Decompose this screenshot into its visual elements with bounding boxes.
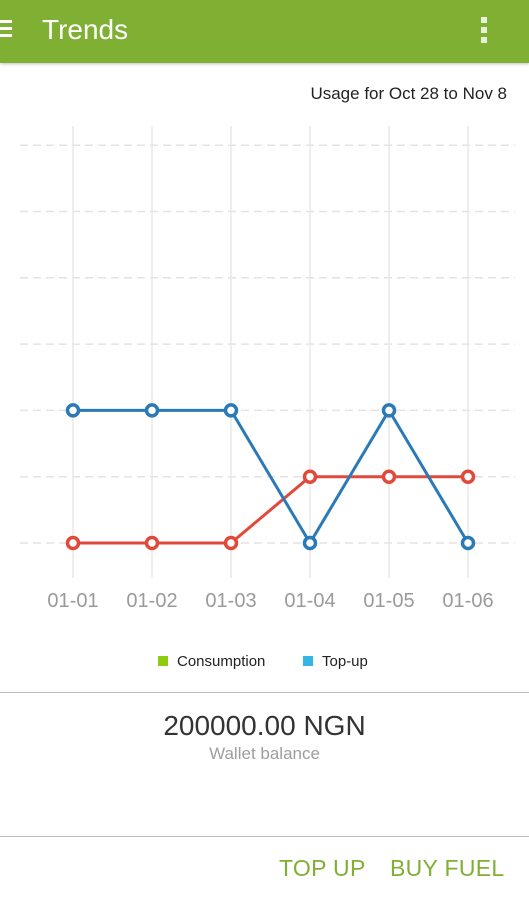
legend-label-consumption: Consumption (177, 653, 266, 670)
divider-bottom (0, 836, 529, 837)
data-point-top-up (144, 403, 160, 418)
legend-item-consumption: Consumption (158, 650, 265, 674)
legend-swatch-top-up (303, 656, 313, 666)
data-point-top-up (381, 403, 397, 418)
series-line-top-up (73, 408, 470, 545)
x-tick-label: 01-02 (126, 590, 177, 612)
divider-top (0, 692, 529, 693)
wallet-balance-label: Wallet balance (209, 744, 320, 763)
series-line-consumption (73, 475, 468, 545)
data-point-consumption (381, 469, 397, 484)
legend-label-top-up: Top-up (322, 653, 368, 670)
chart-legend: Consumption Top-up (0, 650, 529, 674)
hamburger-menu-icon[interactable] (0, 20, 12, 38)
data-point-top-up (302, 535, 318, 551)
overflow-menu-icon[interactable] (476, 17, 492, 47)
x-tick-label: 01-03 (205, 590, 256, 612)
usage-range-label: Usage for Oct 28 to Nov 8 (310, 84, 507, 103)
buy-fuel-button[interactable]: BUY FUEL (390, 855, 505, 881)
x-tick-label: 01-06 (442, 590, 493, 612)
app-bar: Trends (0, 0, 529, 63)
data-point-consumption (144, 535, 160, 551)
data-point-top-up (460, 535, 476, 551)
x-tick-label: 01-05 (363, 590, 414, 612)
legend-item-top-up: Top-up (303, 650, 368, 674)
data-point-consumption (302, 469, 318, 484)
data-point-top-up (65, 403, 81, 418)
page-title: Trends (42, 14, 129, 45)
data-point-consumption (223, 535, 239, 551)
top-up-button[interactable]: TOP UP (279, 855, 366, 881)
trends-chart: 01-01 01-02 01-03 01-04 01-05 01-06 (20, 126, 515, 612)
wallet-balance-value: 200000.00 NGN (163, 710, 366, 741)
data-point-consumption (65, 535, 81, 551)
data-point-top-up (223, 403, 239, 418)
legend-swatch-consumption (158, 656, 168, 666)
data-point-consumption (460, 469, 476, 484)
x-tick-label: 01-04 (284, 590, 335, 612)
x-tick-label: 01-01 (47, 590, 98, 612)
